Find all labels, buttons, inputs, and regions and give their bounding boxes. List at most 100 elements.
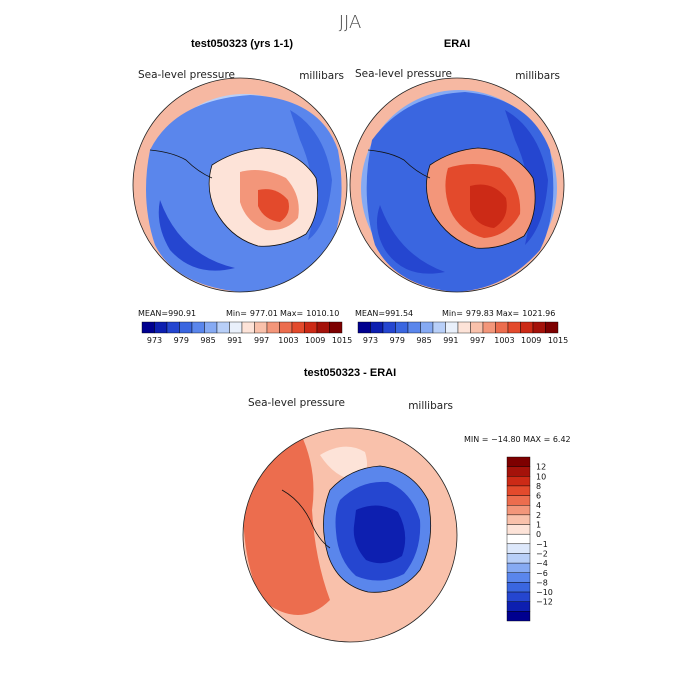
colorbar-erai-swatch (545, 321, 559, 334)
colorbar-model-swatch (329, 321, 343, 334)
colorbar-difference-tick-label: 12 (536, 463, 546, 472)
colorbar-erai-swatch (445, 321, 459, 334)
field-label-difference: Sea-level pressure (248, 397, 345, 409)
colorbar-difference-swatch (506, 495, 531, 506)
colorbar-model-tick-label: 985 (200, 336, 215, 345)
colorbar-model-swatch (291, 321, 305, 334)
colorbar-difference-tick-label: 6 (536, 492, 541, 501)
colorbar-difference-swatch (506, 514, 531, 525)
colorbar-erai-tick-label: 1009 (521, 336, 541, 345)
colorbar-difference-tick-label: −12 (536, 598, 553, 607)
colorbar-difference-swatch (506, 524, 531, 535)
field-label-model: Sea-level pressure (138, 69, 235, 81)
stats-max-model: Max= 1010.10 (280, 309, 339, 318)
colorbar-model-tick-label: 1015 (332, 336, 352, 345)
colorbar-model-swatch (266, 321, 280, 334)
units-label-model: millibars (299, 70, 344, 82)
colorbar-difference-swatch (506, 582, 531, 593)
colorbar-model-swatch (216, 321, 230, 334)
antarctica-outline-difference (323, 465, 432, 593)
colorbar-difference-swatch (506, 456, 531, 467)
colorbar-erai-swatch (432, 321, 446, 334)
antarctic-peninsula-model (149, 149, 213, 179)
panel-title-model: test050323 (yrs 1-1) (191, 38, 293, 50)
high-pressure-core-model (258, 189, 289, 222)
colorbar-model-swatch (141, 321, 155, 334)
colorbar-difference-tick-label: 2 (536, 511, 541, 520)
colorbar-model-swatch (166, 321, 180, 334)
stats-min-model: Min= 977.01 (226, 309, 278, 318)
units-label-difference: millibars (408, 400, 453, 412)
colorbar-erai-swatch (420, 321, 434, 334)
figure-title: JJA (339, 12, 362, 33)
colorbar-erai-swatch (407, 321, 421, 334)
erai-slp-map (349, 77, 565, 293)
colorbar-model-tick-label: 991 (227, 336, 242, 345)
colorbar-model-swatch (279, 321, 293, 334)
colorbar-model-swatch (204, 321, 218, 334)
colorbar-difference-swatch (506, 476, 531, 487)
colorbar-erai-swatch (382, 321, 396, 334)
negative-core-difference (353, 505, 406, 564)
map-border-difference (242, 427, 458, 643)
colorbar-model-swatch (229, 321, 243, 334)
colorbar-difference-swatch (506, 572, 531, 583)
colorbar-model-swatch (254, 321, 268, 334)
colorbar-model-tick-label: 1009 (305, 336, 325, 345)
colorbar-difference-tick-label: −6 (536, 569, 548, 578)
colorbar-model-swatch (316, 321, 330, 334)
difference-minmax: MIN = −14.80 MAX = 6.42 (464, 435, 571, 444)
colorbar-difference-swatch (506, 611, 531, 622)
antarctic-peninsula-erai (367, 149, 431, 179)
colorbar-erai-swatch (507, 321, 521, 334)
colorbar-model-tick-label: 973 (147, 336, 162, 345)
colorbar-erai-swatch (520, 321, 534, 334)
colorbar-difference-swatch (506, 533, 531, 545)
colorbar-difference-tick-label: −8 (536, 578, 548, 587)
colorbar-difference-tick-label: −10 (536, 588, 553, 597)
high-pressure-core-erai (470, 184, 507, 228)
colorbar-difference-swatch (506, 591, 531, 602)
low-pressure-erai (376, 205, 445, 274)
colorbar-model-swatch (179, 321, 193, 334)
colorbar-erai: 973 979 985 991 997 1003 1009 1015 (357, 321, 568, 345)
colorbar-erai-tick-label: 973 (363, 336, 378, 345)
colorbar-erai-swatch (395, 321, 409, 334)
model-slp-map (132, 77, 348, 293)
colorbar-erai-swatch (457, 321, 471, 334)
map-border-model (132, 77, 348, 293)
colorbar-erai-tick-label: 991 (443, 336, 458, 345)
colorbar-difference-tick-label: 8 (536, 482, 541, 491)
colorbar-difference-swatch (506, 601, 531, 612)
positive-anomaly-difference (243, 432, 330, 615)
antarctica-outline-model (208, 147, 319, 247)
colorbar-model-tick-label: 1003 (278, 336, 298, 345)
colorbar-difference-tick-label: 10 (536, 472, 546, 481)
stats-mean-model: MEAN=990.91 (138, 309, 196, 318)
panel-title-difference: test050323 - ERAI (304, 367, 396, 379)
low-pressure-erai (505, 110, 548, 245)
stats-min-erai: Min= 979.83 (442, 309, 494, 318)
panel-title-erai: ERAI (444, 38, 470, 50)
colorbar-difference-tick-label: −4 (536, 559, 548, 568)
colorbar-erai-tick-label: 1015 (548, 336, 568, 345)
colorbar-model-swatch (241, 321, 255, 334)
colorbar-erai-swatch (482, 321, 496, 334)
colorbar-erai-tick-label: 979 (390, 336, 405, 345)
colorbar-difference-tick-label: −1 (536, 540, 548, 549)
antarctic-peninsula-difference (281, 489, 331, 549)
difference-slp-map (242, 427, 458, 643)
colorbar-erai-tick-label: 997 (470, 336, 485, 345)
colorbar-erai-tick-label: 1003 (494, 336, 514, 345)
colorbar-erai-swatch (357, 321, 371, 334)
colorbar-difference-swatch (506, 466, 531, 477)
colorbar-difference-swatch (506, 505, 531, 516)
colorbar-difference-tick-label: −2 (536, 549, 548, 558)
colorbar-difference-swatch (506, 485, 531, 496)
map-border-erai (349, 77, 565, 293)
colorbar-erai-swatch (370, 321, 384, 334)
colorbar-difference-swatch (506, 543, 531, 554)
colorbar-model-swatch (304, 321, 318, 334)
colorbar-difference-swatch (506, 562, 531, 573)
